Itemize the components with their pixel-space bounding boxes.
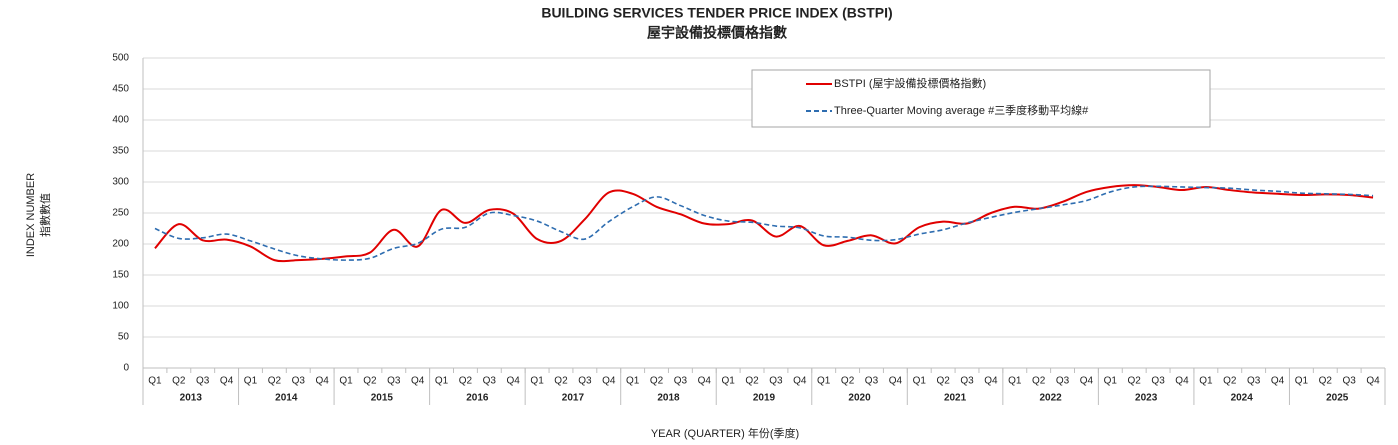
x-tick-label: Q1 (1199, 376, 1213, 387)
x-tick-label: Q4 (507, 376, 521, 387)
year-label: 2024 (1231, 393, 1254, 404)
x-tick-label: Q1 (1104, 376, 1118, 387)
x-tick-label: Q3 (292, 376, 306, 387)
x-tick-label: Q1 (435, 376, 449, 387)
x-tick-label: Q1 (1295, 376, 1309, 387)
x-tick-label: Q3 (1151, 376, 1165, 387)
x-tick-label: Q1 (817, 376, 831, 387)
x-tick-label: Q4 (1366, 376, 1380, 387)
x-tick-label: Q2 (1319, 376, 1333, 387)
x-tick-label: Q4 (793, 376, 807, 387)
x-tick-label: Q2 (172, 376, 186, 387)
x-tick-label: Q4 (698, 376, 712, 387)
x-tick-label: Q4 (315, 376, 329, 387)
x-tick-label: Q2 (1223, 376, 1237, 387)
year-label: 2015 (371, 393, 394, 404)
x-tick-label: Q3 (1247, 376, 1261, 387)
x-tick-label: Q3 (578, 376, 592, 387)
x-tick-label: Q1 (1008, 376, 1022, 387)
x-axis-title: YEAR (QUARTER) 年份(季度) (651, 426, 799, 440)
x-tick-label: Q1 (722, 376, 736, 387)
x-tick-label: Q2 (745, 376, 759, 387)
legend-label: Three-Quarter Moving average #三季度移動平均線# (834, 103, 1089, 117)
year-label: 2013 (180, 393, 203, 404)
y-tick-label: 350 (112, 146, 129, 157)
x-tick-label: Q3 (674, 376, 688, 387)
y-tick-label: 50 (118, 332, 130, 343)
year-label: 2021 (944, 393, 967, 404)
x-tick-label: Q4 (1080, 376, 1094, 387)
y-tick-label: 250 (112, 208, 129, 219)
x-tick-label: Q3 (769, 376, 783, 387)
chart-subtitle: 屋宇設備投標價格指數 (647, 25, 787, 41)
x-tick-label: Q1 (244, 376, 258, 387)
year-label: 2020 (848, 393, 871, 404)
x-tick-label: Q3 (1343, 376, 1357, 387)
x-tick-label: Q4 (984, 376, 998, 387)
x-tick-label: Q3 (865, 376, 879, 387)
series-line (154, 185, 1374, 261)
x-tick-label: Q2 (1128, 376, 1142, 387)
x-tick-label: Q2 (459, 376, 473, 387)
x-tick-label: Q4 (889, 376, 903, 387)
chart-title: BUILDING SERVICES TENDER PRICE INDEX (BS… (541, 5, 892, 21)
y-tick-label: 150 (112, 270, 129, 281)
x-tick-label: Q2 (936, 376, 950, 387)
y-tick-label: 400 (112, 115, 129, 126)
y-tick-label: 300 (112, 177, 129, 188)
x-tick-label: Q4 (1271, 376, 1285, 387)
year-label: 2016 (466, 393, 489, 404)
y-tick-label: 100 (112, 301, 129, 312)
x-tick-label: Q1 (148, 376, 162, 387)
y-tick-label: 450 (112, 84, 129, 95)
year-label: 2014 (275, 393, 298, 404)
x-tick-label: Q1 (626, 376, 640, 387)
x-tick-label: Q3 (483, 376, 497, 387)
x-tick-label: Q4 (411, 376, 425, 387)
year-label: 2019 (753, 393, 776, 404)
x-tick-label: Q1 (530, 376, 544, 387)
y-axis-title-zh: 指數數值 (38, 193, 52, 237)
x-tick-label: Q2 (363, 376, 377, 387)
year-label: 2025 (1326, 393, 1349, 404)
x-tick-label: Q3 (196, 376, 210, 387)
x-tick-label: Q4 (1175, 376, 1189, 387)
y-axis-title: INDEX NUMBER (25, 173, 37, 257)
year-label: 2022 (1039, 393, 1062, 404)
series-line (154, 184, 1374, 263)
x-tick-label: Q2 (268, 376, 282, 387)
legend-label: BSTPI (屋宇設備投標價格指數) (834, 76, 986, 90)
y-tick-label: 0 (123, 363, 129, 374)
x-tick-label: Q4 (602, 376, 616, 387)
y-tick-label: 200 (112, 239, 129, 250)
y-tick-label: 500 (112, 53, 129, 64)
legend-box (751, 69, 1211, 128)
year-label: 2023 (1135, 393, 1158, 404)
x-tick-label: Q2 (1032, 376, 1046, 387)
x-tick-label: Q3 (960, 376, 974, 387)
x-tick-label: Q3 (387, 376, 401, 387)
x-tick-label: Q1 (339, 376, 353, 387)
x-tick-label: Q2 (841, 376, 855, 387)
x-tick-label: Q2 (650, 376, 664, 387)
year-label: 2017 (562, 393, 585, 404)
x-tick-label: Q3 (1056, 376, 1070, 387)
x-tick-label: Q1 (913, 376, 927, 387)
year-label: 2018 (657, 393, 680, 404)
x-tick-label: Q4 (220, 376, 234, 387)
x-tick-label: Q2 (554, 376, 568, 387)
